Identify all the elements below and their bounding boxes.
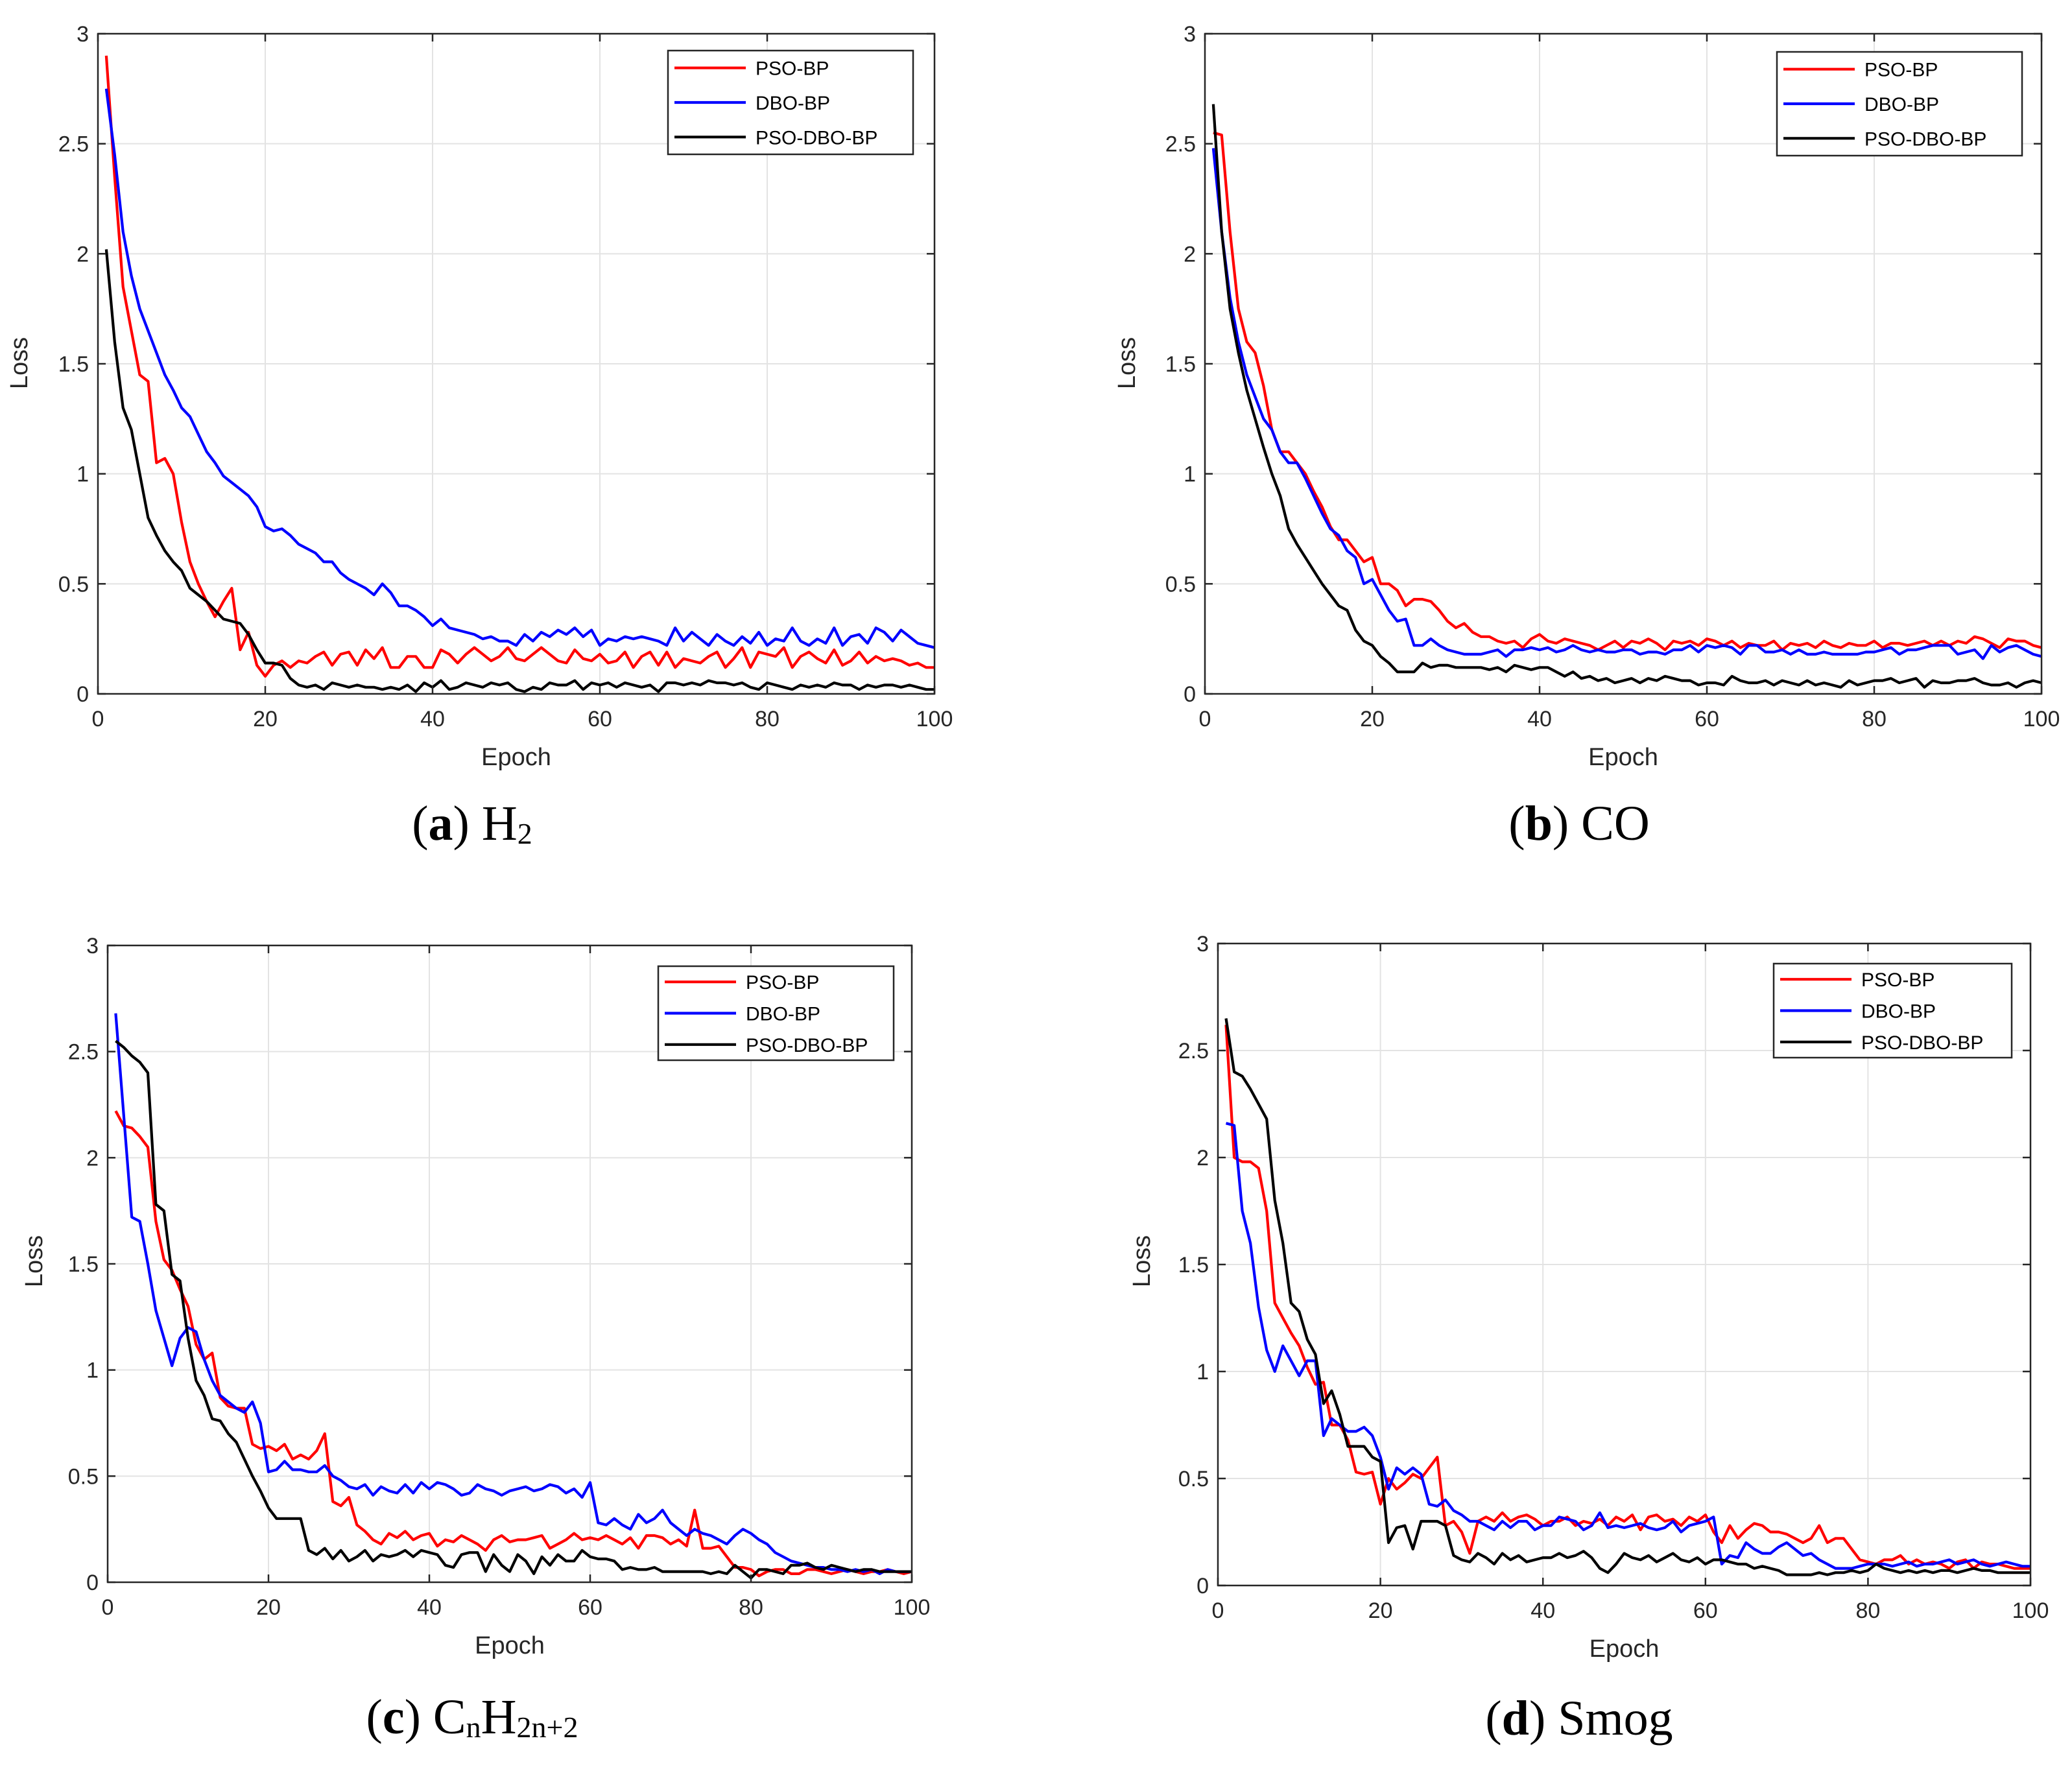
y-tick-label: 3 [1197,932,1209,956]
y-tick-label: 2 [86,1146,99,1170]
x-tick-label: 40 [1530,1598,1555,1623]
series-line-pso-bp [1213,131,2042,652]
y-tick-label: 1.5 [1178,1253,1209,1277]
y-axis-label: Loss [6,337,33,389]
x-tick-label: 100 [2023,707,2060,731]
series-line-pso-dbo-bp [1224,1018,2030,1576]
chart-panel-d: 0 20 40 60 80 100 0 0.5 1 1.5 2 2.5 3 Epoch Loss PSO-BP… [1128,932,2049,1746]
series-line-dbo-bp [1225,1122,2030,1570]
y-tick-label: 1 [86,1359,99,1383]
y-axis-label: Loss [1128,1235,1156,1287]
x-axis-label: Epoch [475,1632,545,1659]
y-tick-label: 2.5 [1165,132,1196,157]
y-tick-label: 3 [77,22,89,47]
y-tick-label: 2.5 [58,132,89,157]
y-tick-label: 0.5 [58,572,89,597]
legend-label-dbo-bp: DBO-BP [1861,1001,1936,1023]
legend-label-pso-bp: PSO-BP [1861,969,1935,991]
y-tick-label: 1.5 [58,352,89,377]
y-tick-label: 1.5 [68,1252,99,1277]
x-tick-label: 40 [420,707,445,731]
legend-label-pso-bp: PSO-BP [746,972,819,993]
y-tick-label: 3 [1184,22,1196,47]
y-axis-label: Loss [21,1235,48,1287]
y-tick-label: 0 [86,1571,99,1595]
y-tick-label: 3 [86,934,99,958]
x-tick-label: 40 [417,1595,442,1620]
x-tick-label: 100 [894,1595,931,1620]
legend-label-dbo-bp: DBO-BP [746,1004,820,1025]
panel-caption: (d) Smog [1485,1691,1673,1746]
series-line-pso-bp [1224,1025,2030,1570]
series-line-pso-dbo-bp [104,249,935,693]
x-tick-label: 40 [1527,707,1552,731]
x-tick-label: 60 [1695,707,1719,731]
series-line-dbo-bp [114,1013,912,1575]
x-tick-label: 100 [2012,1598,2049,1623]
y-tick-label: 2.5 [1178,1039,1209,1063]
x-tick-label: 80 [739,1595,763,1620]
x-tick-label: 60 [578,1595,602,1620]
y-tick-label: 0 [1184,682,1196,707]
legend-label-dbo-bp: DBO-BP [756,93,830,114]
y-tick-label: 1 [1184,462,1196,487]
panel-caption: (a) H2 [412,796,532,851]
legend-label-pso-dbo-bp: PSO-DBO-BP [756,127,877,148]
y-tick-label: 0.5 [1178,1467,1209,1491]
x-tick-label: 80 [755,707,780,731]
legend-label-pso-dbo-bp: PSO-DBO-BP [1861,1032,1983,1054]
series-line-pso-bp [104,55,935,678]
y-tick-label: 1 [77,462,89,487]
x-tick-label: 20 [1360,707,1385,731]
series-line-pso-dbo-bp [1211,104,2042,689]
y-tick-label: 0 [77,682,89,707]
y-axis-label: Loss [1113,337,1141,389]
series-line-pso-bp [114,1110,912,1578]
legend: PSO-BP DBO-BP PSO-DBO-BP [667,49,914,156]
series-line-pso-dbo-bp [115,1039,912,1580]
series-line-dbo-bp [1211,148,2042,660]
series-line-dbo-bp [104,88,935,649]
panel-caption: (b) CO [1508,796,1649,851]
y-tick-label: 2 [77,242,89,267]
x-tick-label: 0 [92,707,104,731]
x-tick-label: 0 [1199,707,1211,731]
chart-panel-a: 0 20 40 60 80 100 0 0.5 1 1.5 2 2.5 3 Epoch Loss PSO-BP… [6,22,953,851]
y-tick-label: 0.5 [68,1464,99,1489]
legend-label-pso-bp: PSO-BP [1864,60,1938,81]
y-tick-label: 2 [1184,242,1196,267]
x-tick-label: 0 [102,1595,114,1620]
y-tick-label: 0 [1197,1574,1209,1598]
x-tick-label: 60 [1693,1598,1718,1623]
y-tick-label: 2 [1197,1146,1209,1170]
legend: PSO-BP DBO-BP PSO-DBO-BP [657,965,895,1062]
x-tick-label: 0 [1212,1598,1224,1623]
x-tick-label: 20 [253,707,278,731]
x-tick-label: 20 [256,1595,281,1620]
x-axis-label: Epoch [481,744,551,771]
legend-label-pso-bp: PSO-BP [756,58,829,80]
legend-label-pso-dbo-bp: PSO-DBO-BP [746,1035,868,1056]
y-tick-label: 2.5 [68,1040,99,1065]
legend: PSO-BP DBO-BP PSO-DBO-BP [1776,51,2023,157]
chart-panel-c: 0 20 40 60 80 100 0 0.5 1 1.5 2 2.5 3 Epoch Loss PSO-BP… [21,934,930,1744]
panel-caption: (c) CnH2n+2 [366,1690,578,1744]
chart-panel-b: 0 20 40 60 80 100 0 0.5 1 1.5 2 2.5 3 Epoch Loss PSO-BP… [1113,22,2060,851]
y-tick-label: 1.5 [1165,352,1196,377]
y-tick-label: 1 [1197,1360,1209,1384]
x-tick-label: 80 [1855,1598,1880,1623]
legend-label-dbo-bp: DBO-BP [1864,94,1939,115]
y-tick-label: 0.5 [1165,572,1196,597]
x-axis-label: Epoch [1590,1635,1660,1663]
x-tick-label: 80 [1862,707,1887,731]
legend: PSO-BP DBO-BP PSO-DBO-BP [1772,962,2013,1059]
x-tick-label: 60 [588,707,612,731]
legend-label-pso-dbo-bp: PSO-DBO-BP [1864,128,1986,150]
x-axis-label: Epoch [1588,744,1658,771]
x-tick-label: 100 [916,707,953,731]
x-tick-label: 20 [1368,1598,1393,1623]
